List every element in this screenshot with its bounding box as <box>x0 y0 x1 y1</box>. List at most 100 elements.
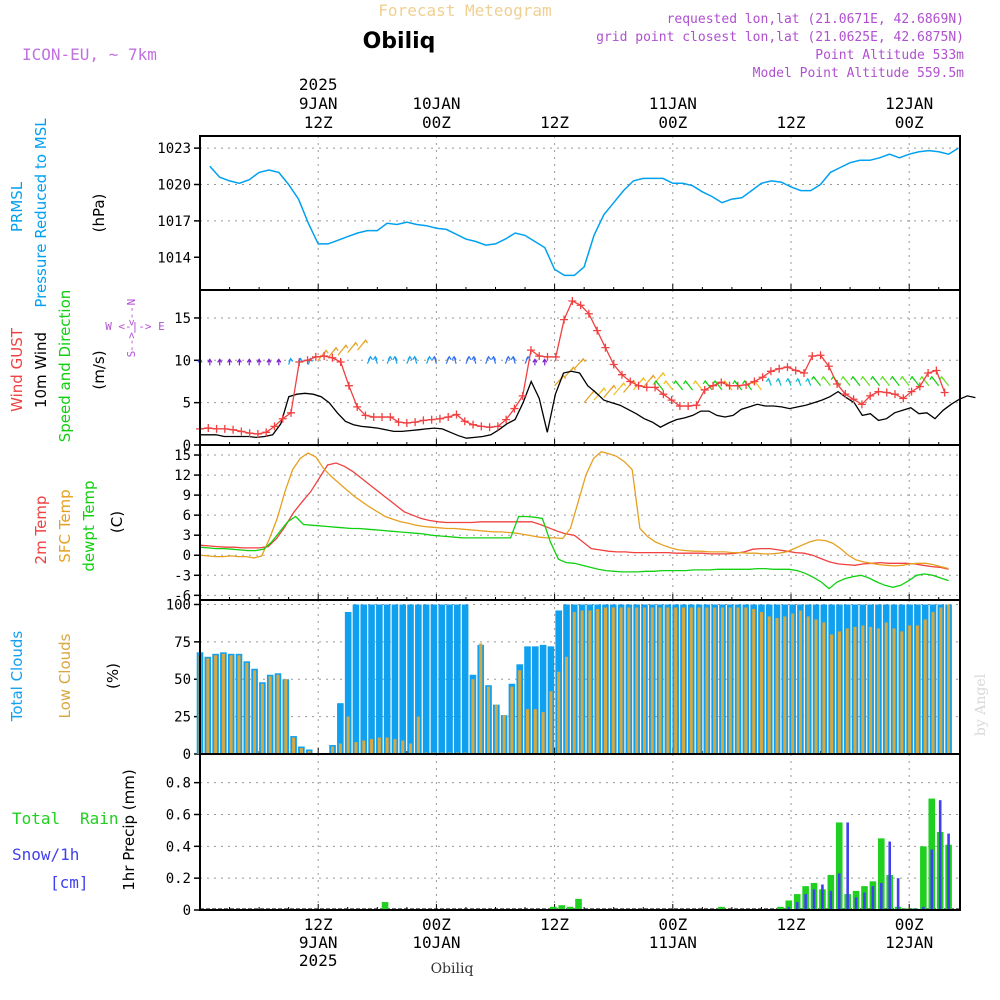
wind-direction-arrowhead <box>939 375 945 381</box>
low-clouds-bar <box>697 607 701 754</box>
snow-bar <box>829 890 833 910</box>
total-clouds-bar <box>376 604 383 754</box>
bottom-time-label: 11JAN <box>649 933 697 952</box>
panel-frame <box>199 135 961 291</box>
wind-gust-marker <box>692 401 701 410</box>
y-tick-label: 0.6 <box>166 807 191 823</box>
wind-direction-arrowhead <box>412 355 418 361</box>
bottom-time-label: 12Z <box>540 915 569 934</box>
wind-gust-marker <box>469 420 478 429</box>
low-clouds-bar <box>814 619 818 754</box>
low-clouds-bar <box>331 746 335 754</box>
low-clouds-bar <box>541 712 545 754</box>
y-tick-label: 3 <box>183 528 191 544</box>
wind-gust-marker <box>601 343 610 352</box>
snow-label: Snow/1h <box>12 845 79 864</box>
wind-gust-marker <box>435 414 444 423</box>
wind-direction-arrowhead <box>601 387 607 392</box>
snow-unit-label: [cm] <box>50 873 89 892</box>
wind-gust-marker <box>907 387 916 396</box>
wind-gust-marker <box>493 422 502 431</box>
low-clouds-bar <box>276 674 280 754</box>
wind-gust-marker <box>626 377 635 386</box>
low-clouds-bar <box>884 622 888 754</box>
low-clouds-bar <box>362 740 366 754</box>
side-label: (%) <box>104 663 122 689</box>
wind-direction-arrowhead <box>850 375 856 381</box>
low-clouds-bar <box>689 607 693 754</box>
side-label: SFC Temp <box>56 489 74 562</box>
snow-bar <box>821 884 824 910</box>
wind-direction-arrowhead <box>870 375 876 381</box>
wind-direction-arrowhead <box>820 375 826 381</box>
wind-gust-marker <box>444 413 453 422</box>
wind-gust-marker <box>336 357 345 366</box>
top-time-label: 12JAN <box>885 94 933 113</box>
wind-gust-marker <box>932 366 941 375</box>
wind-gust-marker <box>394 418 403 427</box>
wind-direction-arrowhead <box>367 355 373 361</box>
low-clouds-bar <box>307 751 311 754</box>
side-label: (C) <box>108 511 126 533</box>
low-clouds-bar <box>783 616 787 754</box>
wind-direction-arrowhead <box>505 355 511 361</box>
grid-point-coords: grid point closest lon,lat (21.0625E, 42… <box>596 30 964 45</box>
low-clouds-bar <box>565 656 569 754</box>
wind-gust-marker <box>816 351 825 360</box>
wind-gust-marker <box>642 383 651 392</box>
side-label: (m/s) <box>90 350 108 389</box>
low-clouds-bar <box>830 634 834 754</box>
top-time-label: 12Z <box>304 113 333 132</box>
wind-direction-arrowhead <box>795 377 801 383</box>
total-clouds-bar <box>391 604 399 754</box>
side-label: PRMSL <box>8 181 26 232</box>
low-clouds-bar <box>385 737 389 754</box>
wind-direction-arrowhead <box>611 384 617 389</box>
precipitation-panel: 0 0.2 0.4 0.6 0.8 <box>166 753 961 919</box>
y-tick-label: 0.2 <box>166 871 191 887</box>
wind-direction-arrowhead <box>840 375 846 381</box>
wind-direction-arrowhead <box>451 355 457 361</box>
wind-gust-marker <box>791 366 800 375</box>
wind-direction-arrowhead <box>207 358 213 363</box>
low-clouds-bar <box>767 616 771 754</box>
side-label: Pressure Reduced to MSL <box>32 118 50 308</box>
wind-gust-marker <box>535 352 544 361</box>
snow-bar <box>787 906 791 910</box>
wind-gust-marker <box>303 356 312 365</box>
low-clouds-bar <box>292 737 296 754</box>
y-tick-label: 1020 <box>157 178 191 194</box>
low-clouds-bar <box>471 679 475 754</box>
rain-bar <box>575 898 582 910</box>
total-clouds-bar <box>368 604 375 754</box>
side-label: 10m Wind <box>32 332 50 408</box>
wind-gust-marker <box>220 424 229 433</box>
snow-bar <box>922 906 925 910</box>
wind-gust-marker <box>800 369 809 378</box>
wind-gust-marker <box>808 352 817 361</box>
wind-direction-arrowhead <box>227 358 233 363</box>
compass-label: --> <box>125 332 138 352</box>
wind-gust-marker <box>733 381 742 390</box>
bottom-time-label: 10JAN <box>412 933 460 952</box>
wind-direction-arrowhead <box>353 341 359 347</box>
wind-gust-marker <box>841 390 850 399</box>
wind-direction-arrowhead <box>570 366 576 371</box>
wind-direction-arrowhead <box>387 355 393 361</box>
y-tick-label: 0 <box>183 903 191 919</box>
wind-gust-marker <box>824 362 833 371</box>
wind-gust-marker <box>262 428 271 437</box>
wind-direction-arrowhead <box>466 355 472 361</box>
wind-gust-marker <box>245 429 254 438</box>
bottom-time-label: 12JAN <box>885 933 933 952</box>
bottom-time-label: 00Z <box>895 915 924 934</box>
wind-direction-arrowhead <box>446 355 452 361</box>
wind-gust-marker <box>584 309 593 318</box>
low-clouds-bar <box>736 607 740 754</box>
wind-gust-marker <box>667 396 676 405</box>
wind-direction-arrowhead <box>427 355 433 361</box>
requested-coords: requested lon,lat (21.0671E, 42.6869N) <box>667 12 964 27</box>
snow-bar <box>938 800 942 910</box>
